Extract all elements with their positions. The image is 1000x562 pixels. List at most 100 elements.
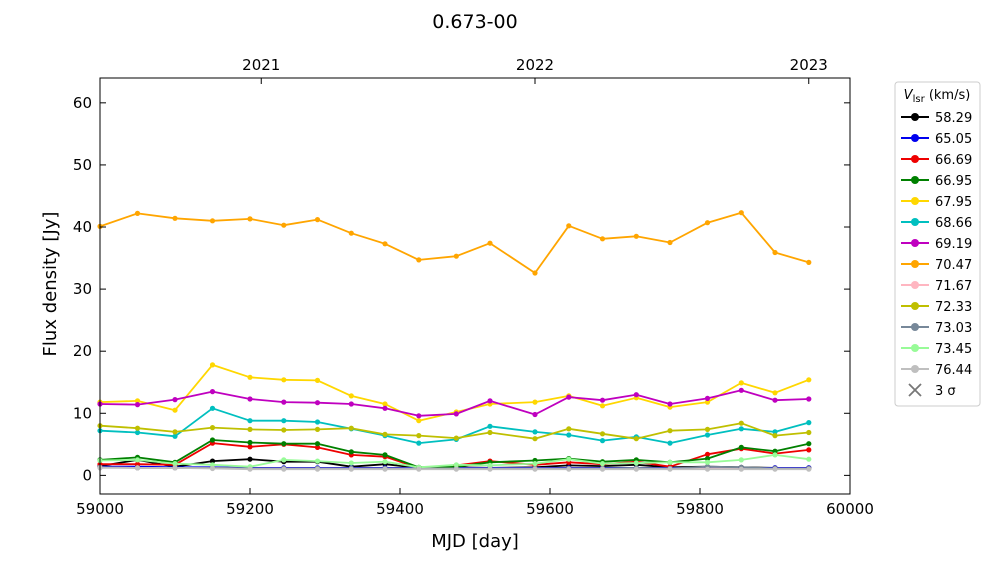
data-point-70.47 [667, 239, 673, 246]
data-point-58.29 [209, 458, 216, 464]
series-points [97, 210, 812, 472]
data-point-76.44 [633, 466, 639, 472]
data-point-68.66 [134, 429, 141, 436]
data-point-76.44 [134, 465, 141, 471]
legend-label: 66.95 [935, 174, 972, 189]
data-point-73.45 [314, 458, 321, 464]
legend-title-unit: (km/s) [925, 88, 971, 103]
data-point-72.33 [134, 425, 141, 431]
data-point-69.19 [738, 387, 744, 393]
data-point-69.19 [172, 397, 178, 403]
data-point-73.45 [599, 461, 606, 467]
data-point-68.66 [772, 429, 778, 435]
data-point-73.45 [487, 462, 493, 468]
data-point-67.95 [172, 407, 178, 413]
data-point-68.66 [599, 438, 606, 444]
data-point-67.95 [134, 398, 141, 404]
y-tick-label: 0 [82, 466, 92, 484]
legend-label: 65.05 [935, 132, 972, 147]
x-tick-label: 59000 [76, 500, 124, 518]
data-point-66.95 [704, 456, 711, 462]
legend: Vlsr (km/s) 58.29 65.05 66.69 66.95 67.95 68.6… [894, 81, 981, 407]
x-tick-label: 59200 [226, 500, 274, 518]
data-point-69.19 [348, 401, 354, 407]
x-tick-label: 59800 [676, 500, 724, 518]
legend-label: 71.67 [935, 279, 972, 294]
legend-label: 76.44 [935, 363, 972, 378]
x-axis-label: MJD [day] [431, 531, 519, 552]
chart-title: 0.673-00 [432, 11, 517, 33]
data-point-73.45 [772, 452, 778, 458]
data-point-66.69 [134, 461, 141, 467]
y-tick-label: 20 [73, 342, 92, 360]
data-point-72.33 [453, 435, 459, 441]
y-tick-label: 50 [73, 156, 92, 174]
legend-marker-58.29 [911, 113, 919, 121]
data-point-67.95 [281, 377, 287, 383]
data-point-68.66 [806, 420, 812, 426]
data-point-67.95 [416, 418, 422, 424]
data-point-68.66 [738, 426, 744, 432]
data-point-67.95 [247, 374, 253, 380]
data-point-72.33 [348, 425, 354, 431]
legend-marker-67.95 [911, 197, 919, 205]
data-point-72.33 [566, 426, 572, 432]
data-point-76.44 [738, 466, 744, 472]
data-point-73.45 [382, 459, 388, 465]
data-point-68.66 [281, 418, 287, 424]
data-point-66.95 [281, 441, 287, 447]
legend-marker-76.44 [911, 365, 919, 373]
data-point-69.19 [806, 396, 812, 402]
data-point-70.47 [348, 230, 354, 236]
data-point-73.45 [281, 457, 287, 463]
legend-marker-68.66 [911, 218, 919, 226]
top-tick-label: 2023 [790, 56, 828, 74]
data-point-70.47 [382, 241, 388, 247]
legend-title-sub: lsr [913, 94, 926, 105]
data-point-70.47 [772, 249, 778, 256]
data-point-76.44 [532, 466, 538, 472]
data-point-67.95 [738, 380, 744, 386]
data-point-69.19 [416, 413, 422, 419]
data-point-76.44 [348, 466, 354, 472]
data-point-72.33 [633, 436, 639, 442]
data-point-76.44 [314, 466, 321, 472]
data-point-76.44 [172, 465, 178, 471]
data-point-70.47 [209, 218, 216, 224]
legend-marker-69.19 [911, 239, 919, 247]
data-point-69.19 [566, 394, 572, 400]
data-point-69.19 [453, 411, 459, 417]
series-line-70.47 [99, 211, 810, 274]
y-tick-label: 10 [73, 404, 92, 422]
data-point-70.47 [172, 215, 178, 221]
data-point-70.47 [532, 270, 538, 276]
legend-label: 69.19 [935, 237, 972, 252]
data-point-66.95 [209, 437, 216, 443]
y-tick-label: 60 [73, 94, 92, 112]
data-point-76.44 [416, 466, 422, 472]
data-point-69.19 [209, 389, 216, 395]
data-point-70.47 [566, 223, 572, 229]
data-point-70.47 [453, 253, 459, 259]
data-point-72.33 [487, 429, 493, 436]
data-point-68.66 [667, 440, 673, 446]
data-point-76.44 [247, 466, 253, 472]
data-point-72.33 [532, 436, 538, 442]
data-point-70.47 [314, 217, 321, 223]
legend-label: 70.47 [935, 258, 972, 273]
legend-label: 58.29 [935, 111, 972, 126]
data-point-72.33 [281, 427, 287, 433]
data-point-68.66 [314, 419, 321, 425]
data-point-66.69 [704, 451, 711, 457]
x-tick-label: 60000 [826, 500, 874, 518]
plot-area [97, 210, 812, 472]
data-point-66.95 [348, 449, 354, 455]
data-point-66.69 [247, 444, 253, 450]
data-point-76.44 [704, 466, 711, 472]
data-point-66.69 [806, 447, 812, 453]
data-point-70.47 [806, 259, 812, 265]
data-point-72.33 [806, 429, 812, 436]
data-point-72.33 [667, 428, 673, 434]
data-point-68.66 [209, 405, 216, 411]
